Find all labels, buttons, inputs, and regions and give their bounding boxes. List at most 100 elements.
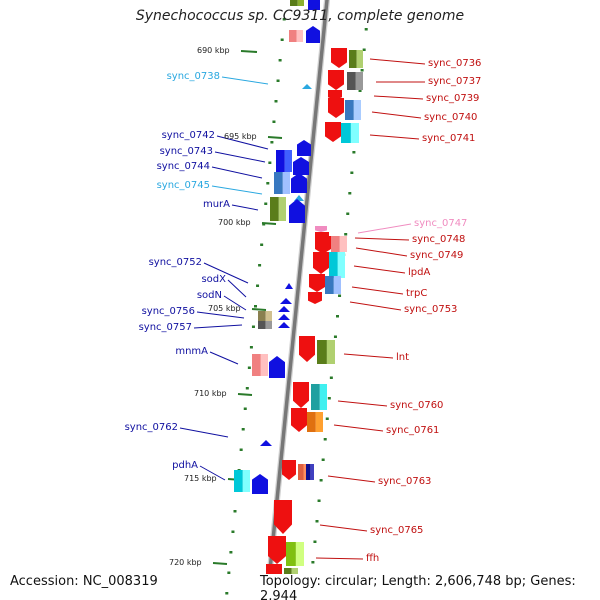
label-connector [196, 311, 245, 319]
guide-dot [338, 294, 342, 297]
gene-label-sync_0761: sync_0761 [386, 425, 440, 436]
kbp-tick [212, 562, 228, 565]
guide-dot [245, 387, 249, 390]
label-connector [349, 301, 402, 311]
kbp-marker-label: 710 kbp [194, 389, 227, 398]
guide-dot [313, 540, 317, 543]
forward-gene-arrow [328, 70, 344, 90]
guide-dot [266, 182, 270, 185]
forward-gene-arrow [291, 408, 307, 432]
guide-dot [254, 305, 257, 308]
forward-gene-arrow [282, 460, 296, 480]
label-connector [179, 427, 229, 438]
forward-gene-arrow [328, 90, 342, 100]
gene-block [345, 100, 361, 120]
label-connector [357, 223, 412, 234]
reverse-gene-arrow [289, 199, 305, 223]
label-connector [211, 166, 263, 179]
gene-label-sync_0744: sync_0744 [156, 161, 210, 172]
kbp-tick [240, 50, 258, 53]
guide-dot [239, 448, 243, 451]
guide-dot [282, 18, 286, 21]
label-connector [315, 557, 364, 560]
gene-label-sync_0738: sync_0738 [166, 71, 220, 82]
guide-dot [346, 212, 350, 215]
gene-label-sync_0741: sync_0741 [422, 133, 476, 144]
label-connector [355, 247, 408, 257]
forward-gene-arrow [299, 336, 315, 362]
guide-dot [360, 69, 364, 72]
gene-label-sync_0736: sync_0736 [428, 58, 482, 69]
gene-label-sync_0762: sync_0762 [124, 422, 178, 433]
genome-title: Synechococcus sp. CC9311, complete genom… [135, 8, 465, 24]
gene-block [325, 276, 341, 294]
kbp-marker-label: 705 kbp [208, 304, 241, 313]
gene-label-sync_0747: sync_0747 [414, 218, 468, 229]
gene-label-sync_0753: sync_0753 [404, 304, 458, 315]
forward-gene-arrow [309, 274, 325, 292]
gene-block [274, 172, 290, 194]
label-connector [371, 111, 422, 119]
reverse-gene-arrow [297, 140, 311, 156]
gene-block [307, 412, 323, 432]
guide-dot [317, 499, 321, 502]
guide-dot [241, 428, 245, 431]
gene-label-sync_0760: sync_0760 [390, 400, 444, 411]
gene-label-sync_0757: sync_0757 [138, 322, 192, 333]
gene-block [289, 30, 303, 42]
forward-gene-arrow [293, 382, 309, 408]
gene-block [341, 123, 359, 143]
guide-dot [336, 315, 339, 318]
gene-label-sync_0743: sync_0743 [159, 146, 213, 157]
label-connector [337, 400, 388, 407]
guide-dot [311, 561, 315, 564]
accession-text: Accession: NC_008319 [8, 574, 160, 589]
label-connector [231, 204, 259, 211]
reverse-gene-arrow [293, 157, 309, 175]
guide-dot [264, 202, 268, 205]
gene-block [270, 197, 286, 221]
guide-dot [315, 520, 319, 523]
small-gene-arrow [260, 440, 272, 446]
reverse-gene-arrow [306, 26, 320, 43]
gene-block [349, 50, 363, 68]
guide-dot [333, 335, 337, 338]
guide-dot [344, 233, 348, 236]
gene-block [347, 72, 363, 90]
guide-dot [274, 100, 278, 103]
label-connector [354, 237, 410, 241]
guide-dot [272, 120, 276, 123]
gene-block [331, 236, 347, 252]
guide-dot [358, 89, 362, 92]
guide-dot [278, 59, 282, 62]
guide-dot [227, 571, 231, 574]
gene-label-sync_0763: sync_0763 [378, 476, 432, 487]
forward-gene-arrow [325, 122, 341, 142]
forward-gene-arrow [315, 236, 331, 254]
kbp-marker-label: 715 kbp [184, 474, 217, 483]
label-connector [333, 424, 384, 432]
kbp-tick [261, 222, 277, 225]
gene-block [311, 384, 327, 410]
gene-block [306, 464, 314, 480]
gene-label-trpc: trpC [406, 288, 428, 299]
guide-dot [251, 325, 255, 328]
gene-label-sodx: sodX [201, 274, 226, 285]
guide-dot [350, 171, 354, 174]
kbp-tick [237, 393, 253, 396]
guide-dot [233, 510, 237, 513]
kbp-tick [251, 308, 267, 311]
gene-block [258, 311, 272, 321]
guide-dot [321, 458, 325, 461]
gene-block [276, 150, 292, 172]
reverse-gene-arrow [308, 0, 320, 10]
small-gene-arrow [278, 314, 290, 320]
guide-dot [262, 223, 266, 226]
guide-dot [225, 592, 229, 595]
gene-block [290, 0, 304, 6]
forward-gene-arrow [315, 226, 327, 232]
gene-block [329, 252, 345, 278]
gene-label-sync_0742: sync_0742 [161, 130, 215, 141]
